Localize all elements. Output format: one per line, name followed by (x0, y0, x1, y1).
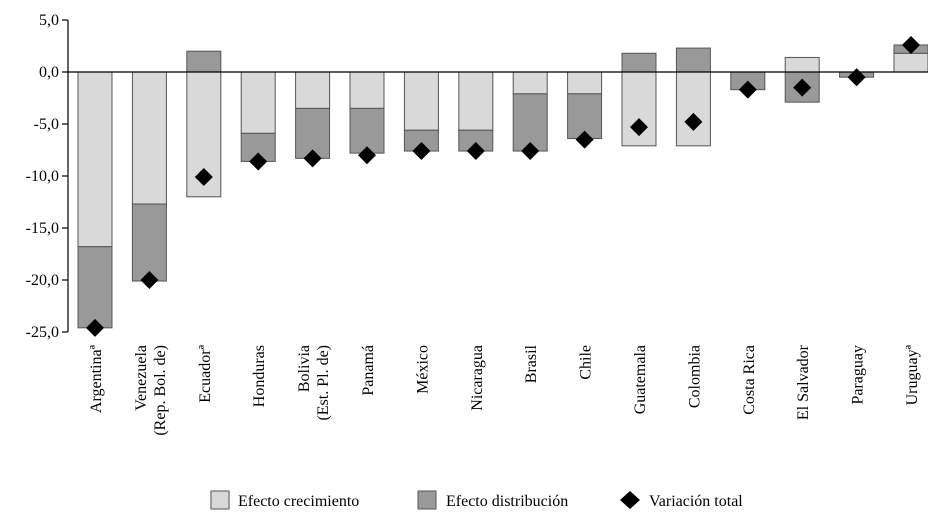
bar-crecimiento-chile (567, 71, 603, 95)
bar-crecimiento-uruguay (893, 52, 928, 73)
marker-variacion-total-venezuela-rep-bol-de (140, 271, 159, 289)
legend-label-efecto-distribucion: Efecto distribución (446, 493, 568, 510)
category-label-line: Bolivia (296, 345, 313, 392)
legend-label-efecto-crecimiento: Efecto crecimiento (238, 493, 359, 510)
category-label-uruguay: Uruguayª (904, 344, 921, 405)
category-label-line: Argentinaª (88, 344, 105, 413)
category-label-line: (Rep. Bol. de) (152, 345, 169, 436)
legend-swatch-efecto-distribucion (417, 490, 437, 510)
category-label-line: Colombia (686, 345, 703, 408)
category-label-colombia: Colombia (686, 345, 703, 408)
bar-crecimiento-argentina (77, 71, 113, 248)
category-label-line: Uruguayª (904, 344, 921, 405)
bar-crecimiento-brasil (512, 71, 548, 95)
category-label-honduras: Honduras (251, 345, 268, 407)
category-label-line: Venezuela (133, 345, 150, 411)
y-tick-label: 0,0 (39, 64, 59, 81)
legend-marker-variacion-total (620, 491, 640, 509)
bars-layer (77, 44, 928, 329)
bar-crecimiento-bolivia-est-pl-de (295, 71, 331, 109)
marker-variacion-total-el-salvador (793, 78, 812, 97)
y-tick-label: -10,0 (26, 168, 59, 185)
category-label-line: Nicaragua (469, 345, 486, 411)
category-label-bolivia-est-pl-de: Bolivia (Est. Pl. de) (296, 345, 332, 421)
y-tick-label: 5,0 (39, 12, 59, 29)
bar-distribucion-ecuador (186, 50, 222, 73)
category-label-venezuela-rep-bol-de: Venezuela (Rep. Bol. de) (133, 345, 169, 436)
marker-variacion-total-brasil (521, 142, 540, 161)
markers-layer (86, 35, 920, 337)
marker-variacion-total-chile (575, 130, 594, 149)
category-label-argentina: Argentinaª (88, 344, 105, 413)
category-label-mexico: México (414, 345, 431, 394)
bar-crecimiento-panama (349, 71, 385, 109)
bar-crecimiento-nicaragua (458, 71, 494, 131)
bar-distribucion-argentina (77, 246, 113, 329)
bar-crecimiento-honduras (240, 71, 276, 134)
category-label-brasil: Brasil (523, 344, 540, 383)
marker-variacion-total-colombia (684, 112, 703, 131)
y-tick-label: -15,0 (26, 220, 59, 237)
marker-variacion-total-argentina (86, 318, 104, 337)
marker-variacion-total-nicaragua (466, 142, 485, 161)
category-label-line: El Salvador (795, 344, 812, 420)
legend: Efecto crecimiento Efecto distribución V… (210, 490, 743, 510)
marker-variacion-total-uruguay (902, 35, 920, 54)
marker-variacion-total-bolivia-est-pl-de (303, 149, 322, 168)
category-label-line: Panamá (360, 345, 377, 396)
category-label-guatemala: Guatemala (632, 345, 649, 414)
bar-distribucion-colombia (675, 47, 711, 73)
bar-distribucion-guatemala (621, 52, 657, 73)
marker-variacion-total-costa-rica (738, 80, 757, 99)
category-label-line: Guatemala (632, 345, 649, 414)
category-label-line: (Est. Pl. de) (315, 345, 332, 421)
category-label-line: Ecuadorª (197, 344, 214, 402)
y-tick-label: -5,0 (34, 116, 59, 133)
marker-variacion-total-panama (358, 146, 376, 165)
category-label-line: Brasil (523, 344, 540, 383)
y-tick-label: -25,0 (26, 324, 59, 341)
category-label-line: Costa Rica (741, 345, 758, 415)
axes-layer: 5,0 0,0 -5,0 -10,0 -15,0 -20,0 -25,0 (26, 12, 928, 341)
category-label-panama: Panamá (360, 345, 377, 396)
bar-crecimiento-colombia (675, 71, 711, 147)
category-label-line: Honduras (251, 345, 268, 407)
category-label-line: México (414, 345, 431, 394)
marker-variacion-total-mexico (412, 142, 431, 161)
legend-swatch-efecto-crecimiento (210, 490, 230, 510)
category-label-costa-rica: Costa Rica (741, 345, 758, 415)
y-tick-label: -20,0 (26, 272, 59, 289)
bar-distribucion-venezuela-rep-bol-de (131, 203, 167, 282)
bar-crecimiento-venezuela-rep-bol-de (131, 71, 167, 205)
category-label-line: Paraguay (850, 345, 867, 405)
category-label-nicaragua: Nicaragua (469, 345, 486, 411)
category-labels: Argentinaª Venezuela (Rep. Bol. de) Ecuador… (88, 344, 921, 435)
category-label-ecuador: Ecuadorª (197, 344, 214, 402)
bar-crecimiento-mexico (403, 71, 439, 131)
bar-crecimiento-el-salvador (784, 56, 820, 73)
category-label-line: Chile (578, 345, 595, 380)
marker-variacion-total-paraguay (847, 68, 866, 87)
marker-variacion-total-guatemala (630, 118, 648, 137)
category-label-chile: Chile (578, 345, 595, 380)
category-label-el-salvador: El Salvador (795, 344, 812, 420)
marker-variacion-total-ecuador (194, 168, 213, 187)
category-label-paraguay: Paraguay (850, 345, 867, 405)
legend-label-variacion-total: Variación total (649, 493, 743, 510)
marker-variacion-total-honduras (249, 152, 268, 171)
